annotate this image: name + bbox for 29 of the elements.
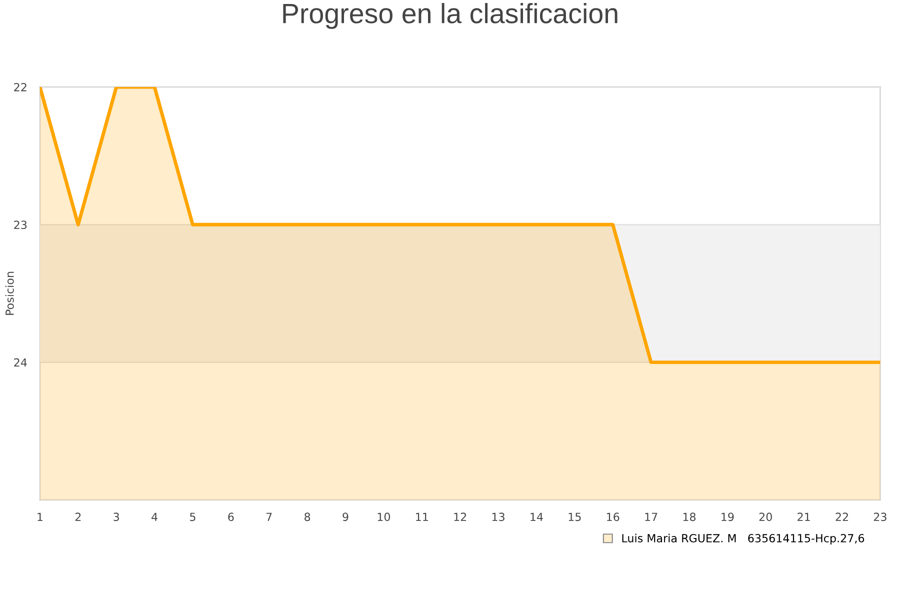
x-tick-label: 1 [38, 512, 42, 521]
x-tick-label: 21 [798, 512, 810, 521]
x-tick-label: 11 [416, 512, 428, 521]
x-tick-label: 2 [75, 512, 81, 521]
y-tick-label: 24 [14, 358, 27, 367]
x-tick-label: 9 [342, 512, 348, 522]
y-tick-label: 22 [14, 82, 26, 92]
x-tick-label: 12 [454, 512, 466, 521]
x-tick-label: 5 [190, 512, 196, 522]
x-tick-label: 8 [304, 512, 310, 522]
x-tick-label: 14 [530, 512, 543, 521]
y-axis-title: Posicion [5, 272, 14, 315]
y-tick-label: 23 [14, 220, 27, 230]
x-tick-label: 13 [492, 512, 504, 522]
chart-title: Progreso en la clasificacion [283, 3, 618, 29]
x-tick-label: 6 [228, 512, 234, 522]
x-tick-label: 16 [607, 512, 620, 522]
x-tick-label: 20 [759, 512, 772, 522]
x-tick-label: 3 [114, 512, 119, 522]
x-tick-label: 22 [836, 512, 848, 521]
x-tick-label: 19 [722, 512, 734, 522]
x-tick-label: 18 [683, 512, 696, 522]
x-tick-label: 7 [266, 512, 272, 521]
x-tick-label: 17 [645, 512, 658, 521]
x-tick-label: 10 [378, 512, 390, 522]
x-tick-label: 4 [152, 512, 158, 521]
x-tick-label: 23 [874, 512, 886, 522]
legend-label: Luis Maria RGUEZ. M 635614115-Hcp.27,6 [622, 534, 864, 545]
x-tick-label: 15 [568, 512, 581, 522]
